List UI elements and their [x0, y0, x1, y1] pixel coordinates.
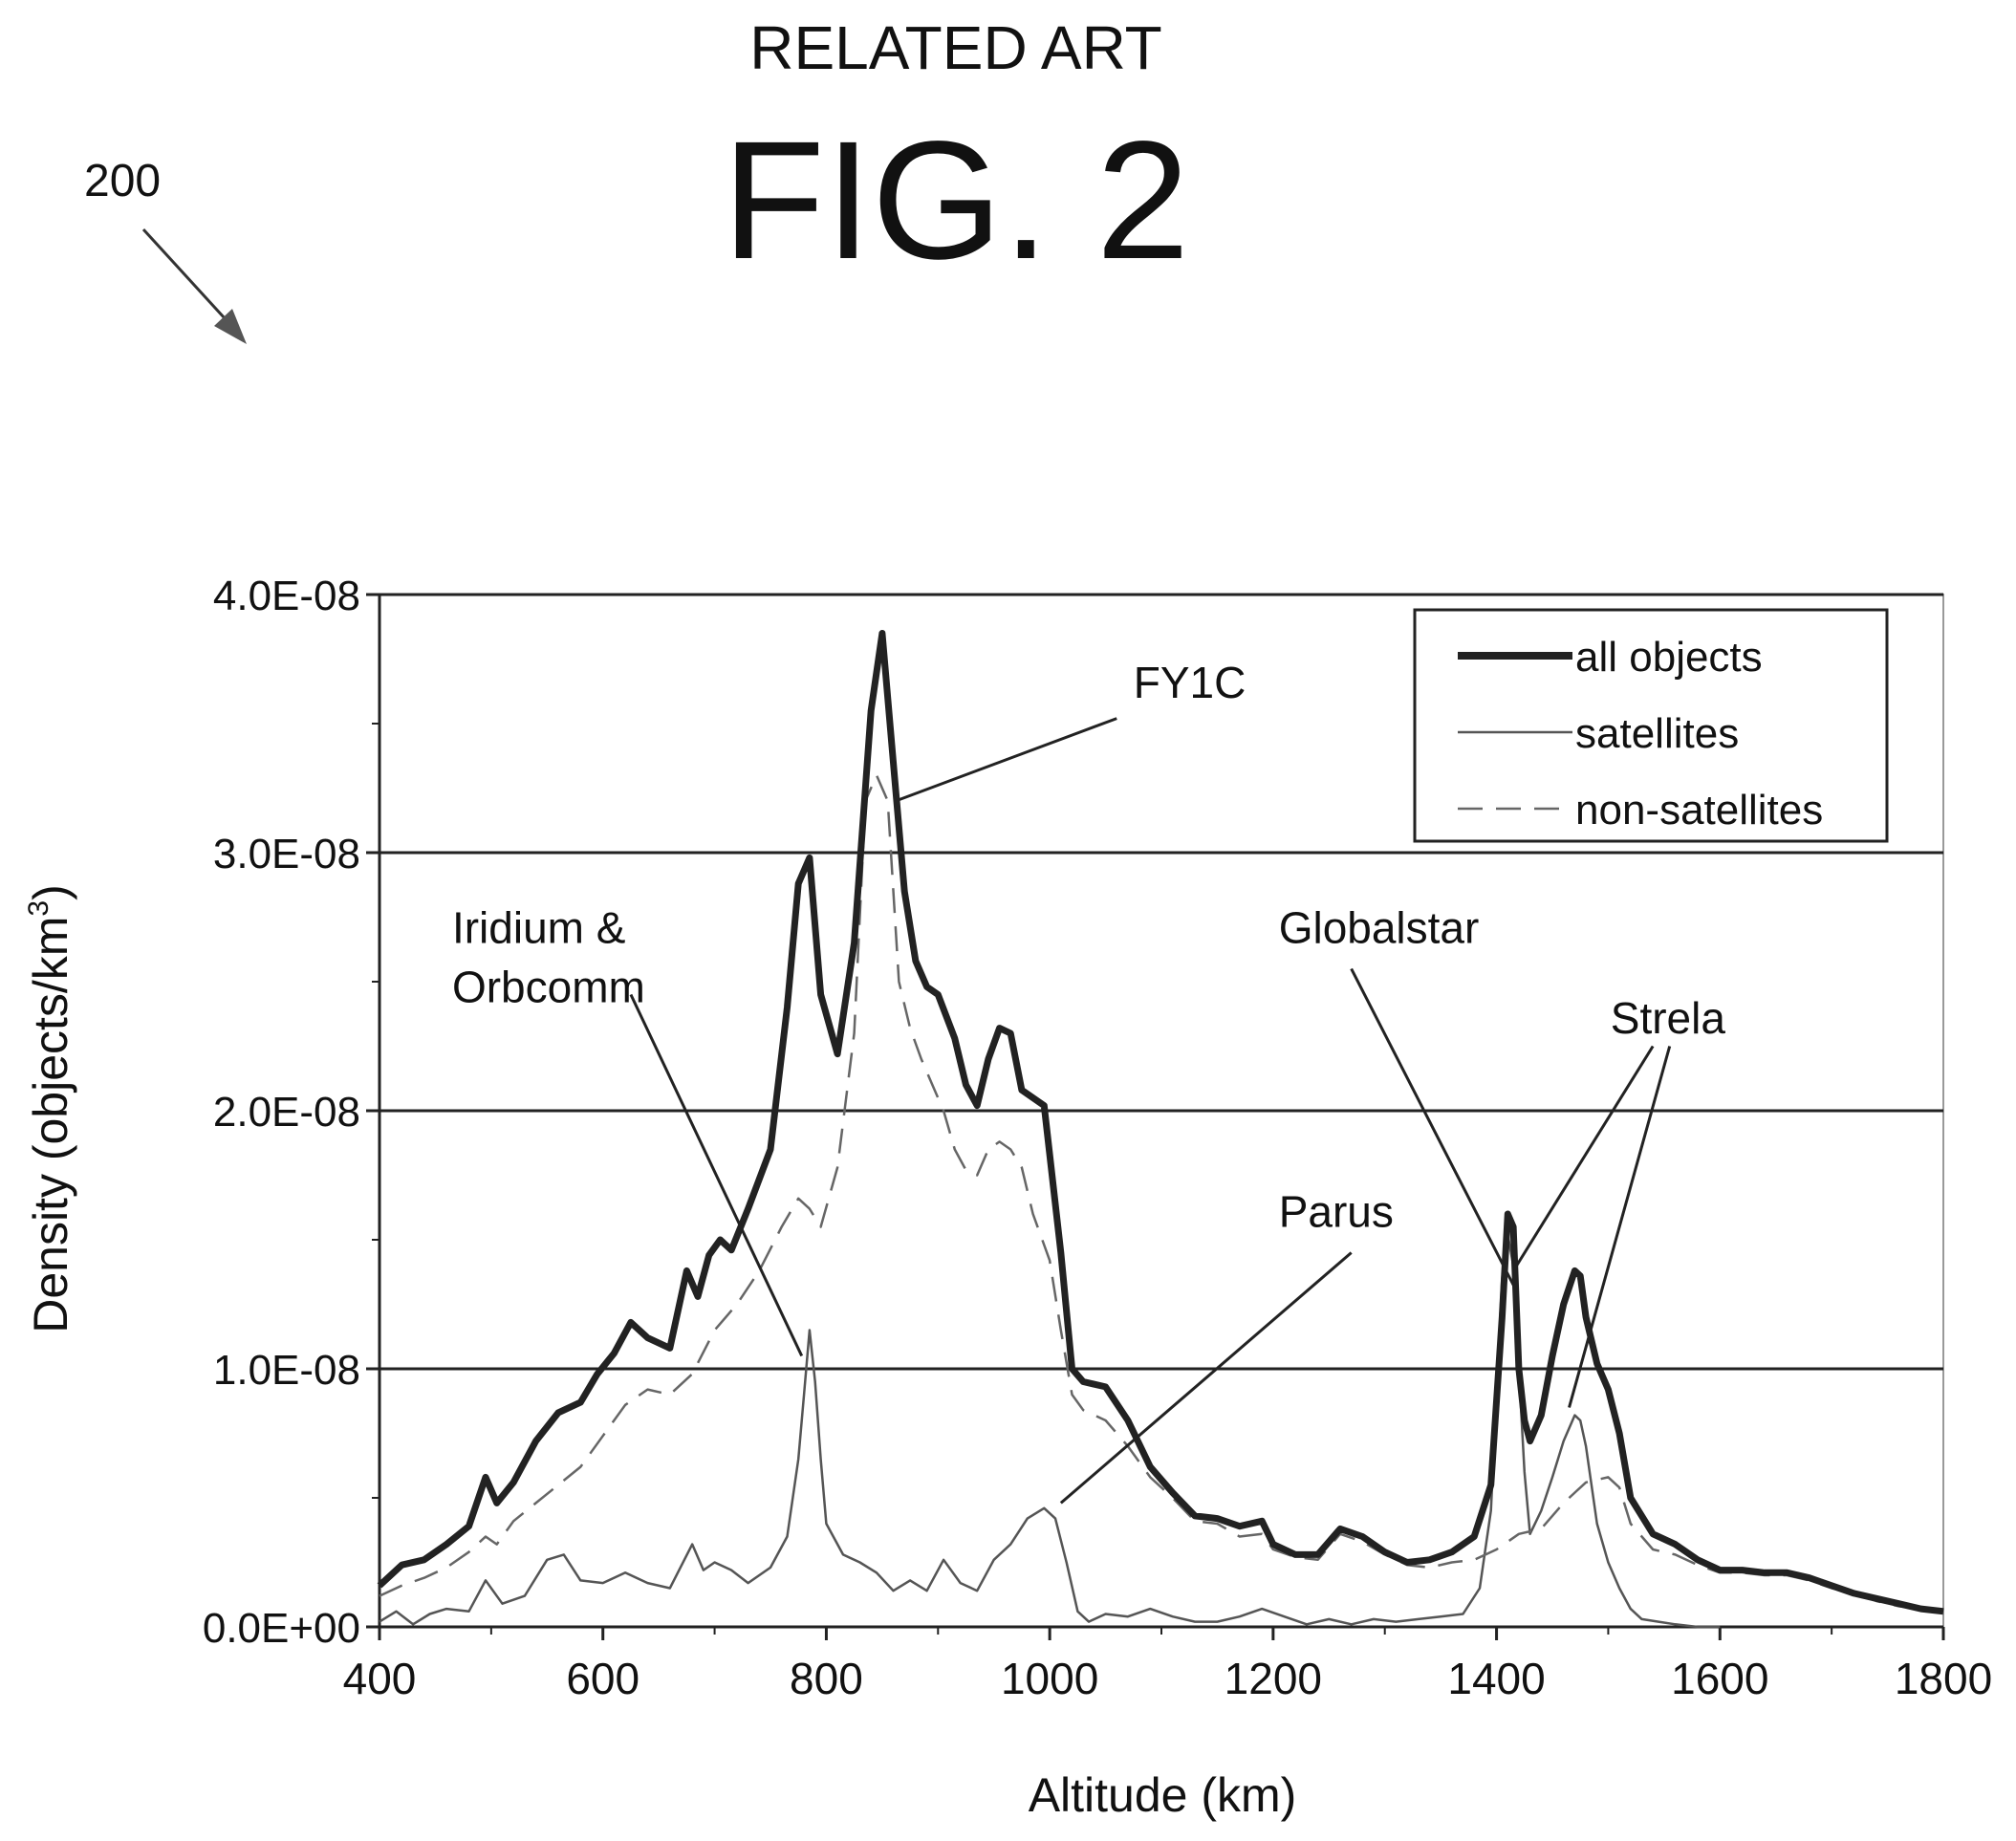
series-line-all-objects	[377, 630, 1944, 1615]
annotation-leader	[629, 993, 804, 1357]
gridlines	[379, 593, 1943, 1371]
reference-numeral: 200	[84, 156, 161, 206]
annotation-label: Iridium &	[452, 903, 625, 953]
y-axis: 0.0E+00 1.0E-08 2.0E-08 3.0E-08 4.0E-08	[203, 573, 381, 1652]
annotation-iridium-orbcomm: Iridium & Orbcomm	[452, 903, 804, 1357]
figure-label: FIG. 2	[723, 107, 1190, 294]
x-tick-label: 1000	[1001, 1654, 1098, 1703]
y-tick-label: 0.0E+00	[203, 1605, 360, 1652]
series-layer	[377, 630, 1944, 1629]
annotation-fy1c: FY1C	[895, 658, 1246, 803]
x-tick-label: 1600	[1671, 1654, 1768, 1703]
annotation-label: Strela	[1611, 993, 1726, 1043]
series-line-non-satellites	[379, 773, 1944, 1614]
legend-label-non-satellites: non-satellites	[1575, 787, 1823, 834]
y-tick-label: 3.0E-08	[213, 831, 360, 877]
annotation-label: Orbcomm	[452, 963, 645, 1012]
x-tick-label: 400	[343, 1654, 417, 1703]
annotation-parus: Parus	[1059, 1187, 1394, 1505]
y-axis-title-close: )	[24, 884, 77, 900]
y-tick-label: 1.0E-08	[213, 1347, 360, 1394]
legend-label-satellites: satellites	[1575, 710, 1739, 757]
y-axis-title-superscript: 3	[23, 900, 54, 917]
series-line-satellites	[379, 1233, 1721, 1629]
legend: all objects satellites non-satellites	[1413, 608, 1889, 843]
annotation-leader	[1568, 1046, 1672, 1408]
annotation-label: FY1C	[1134, 658, 1246, 707]
x-tick-label: 1200	[1225, 1654, 1322, 1703]
x-tick-label: 1400	[1447, 1654, 1545, 1703]
annotation-leader	[1515, 1045, 1655, 1267]
annotation-leader	[1350, 967, 1518, 1292]
x-tick-label: 800	[790, 1654, 863, 1703]
legend-label-all-objects: all objects	[1575, 634, 1763, 681]
reference-arrow	[141, 227, 247, 344]
x-tick-label: 1800	[1895, 1654, 1992, 1703]
annotation-label: Globalstar	[1279, 903, 1480, 953]
y-axis-title: Density (objects/km3)	[23, 884, 77, 1333]
annotation-strela: Strela	[1515, 993, 1726, 1408]
related-art-caption: RELATED ART	[749, 13, 1162, 82]
y-tick-label: 2.0E-08	[213, 1089, 360, 1136]
x-axis: 400 600 800 1000 1200 1400 1600 1800	[343, 1625, 1992, 1703]
annotation-leader	[1059, 1251, 1353, 1505]
legend-box	[1413, 608, 1889, 843]
annotations: FY1C Iridium & Orbcomm Globalstar Strela Paru…	[452, 658, 1726, 1505]
annotation-leader	[895, 717, 1117, 803]
y-tick-label: 4.0E-08	[213, 573, 360, 619]
x-axis-title: Altitude (km)	[1029, 1768, 1297, 1822]
annotation-label: Parus	[1279, 1187, 1394, 1237]
y-axis-title-main: Density (objects/km	[24, 917, 77, 1333]
annotation-globalstar: Globalstar	[1279, 903, 1518, 1292]
x-tick-label: 600	[566, 1654, 639, 1703]
